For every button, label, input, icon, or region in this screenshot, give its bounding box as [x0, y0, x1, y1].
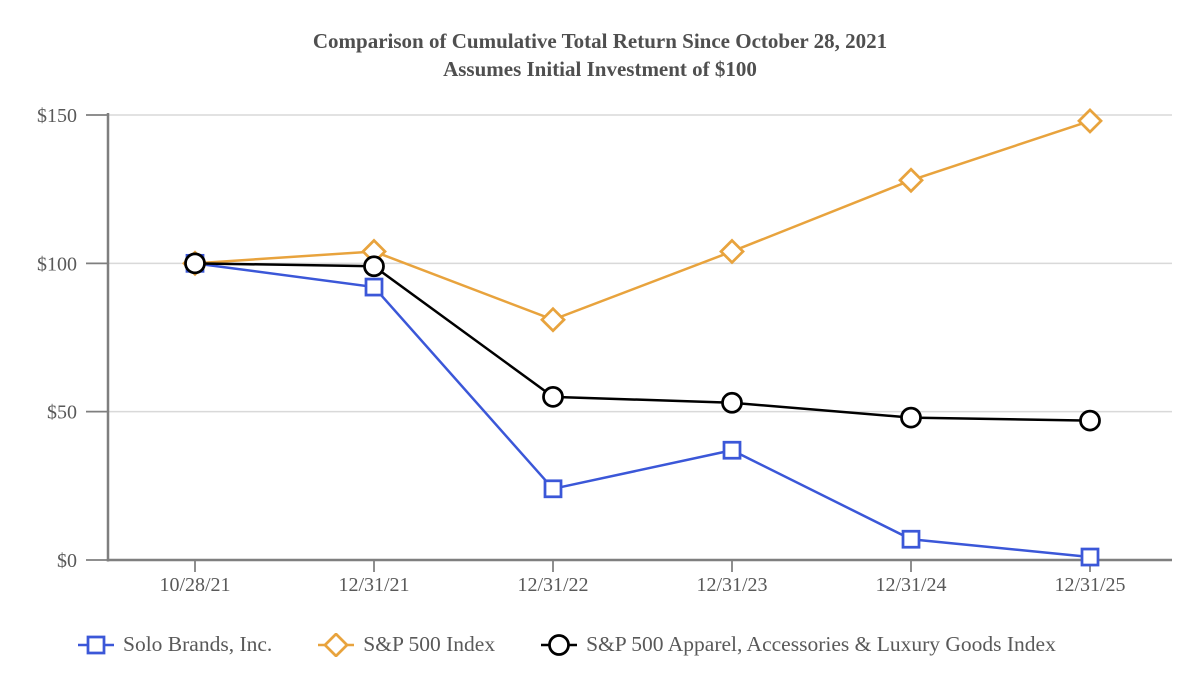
- circle-data-point-marker: [184, 252, 206, 275]
- y-axis-tick-labels: $0 $50 $100 $150: [37, 105, 77, 572]
- legend-label-sp500: S&P 500 Index: [363, 632, 496, 656]
- square-marker-icon: [78, 635, 114, 654]
- chart-title: Comparison of Cumulative Total Return Si…: [313, 29, 887, 53]
- square-data-point-marker: [364, 277, 384, 297]
- chart-canvas: Comparison of Cumulative Total Return Si…: [37, 29, 1172, 596]
- series-diamond: [182, 107, 1103, 333]
- y-tick-label: $0: [57, 550, 77, 572]
- circle-data-point-marker: [900, 406, 922, 429]
- chart-subtitle: Assumes Initial Investment of $100: [443, 57, 757, 81]
- series-line: [194, 262, 1091, 559]
- square-data-point-marker: [722, 440, 742, 460]
- square-data-point-marker: [543, 479, 563, 499]
- diamond-marker-icon: [318, 632, 355, 657]
- diamond-data-point-marker: [540, 306, 566, 333]
- y-tick-label: $50: [47, 402, 77, 424]
- circle-marker-icon: [541, 633, 578, 656]
- series-line: [194, 119, 1091, 322]
- circle-data-point-marker: [542, 385, 564, 408]
- legend-label-solo-brands: Solo Brands, Inc.: [123, 632, 273, 656]
- x-tick-label: 12/31/25: [1054, 574, 1125, 596]
- axes: [86, 113, 1172, 572]
- legend-label-sp500-apparel: S&P 500 Apparel, Accessories & Luxury Go…: [586, 632, 1056, 656]
- chart-legend: Solo Brands, Inc. S&P 500 Index S&P 500 …: [78, 632, 1056, 657]
- diamond-data-point-marker: [1077, 107, 1103, 134]
- circle-data-point-marker: [721, 391, 743, 414]
- circle-data-point-marker: [1079, 409, 1101, 432]
- series-square: [185, 253, 1100, 567]
- diamond-data-point-marker: [719, 238, 745, 265]
- circle-data-point-marker: [363, 255, 385, 278]
- series-circle: [184, 252, 1101, 432]
- square-data-point-marker: [901, 529, 921, 549]
- square-data-point-marker: [1080, 547, 1100, 567]
- x-tick-label: 12/31/24: [875, 574, 946, 596]
- legend-item-solo-brands: Solo Brands, Inc.: [78, 632, 272, 657]
- legend-item-sp500: S&P 500 Index: [318, 632, 495, 657]
- x-axis-tick-labels: 10/28/21 12/31/21 12/31/22 12/31/23 12/31/24…: [159, 574, 1125, 596]
- legend-item-sp500-apparel: S&P 500 Apparel, Accessories & Luxury Go…: [541, 632, 1056, 657]
- series-line: [194, 262, 1091, 422]
- diamond-data-point-marker: [898, 167, 924, 194]
- y-tick-label: $150: [37, 105, 77, 127]
- x-tick-label: 10/28/21: [159, 574, 230, 596]
- x-tick-label: 12/31/22: [517, 574, 588, 596]
- gridlines: [108, 114, 1172, 413]
- x-tick-label: 12/31/21: [338, 574, 409, 596]
- y-tick-label: $100: [37, 253, 77, 275]
- data-series: [182, 107, 1103, 567]
- x-tick-label: 12/31/23: [696, 574, 767, 596]
